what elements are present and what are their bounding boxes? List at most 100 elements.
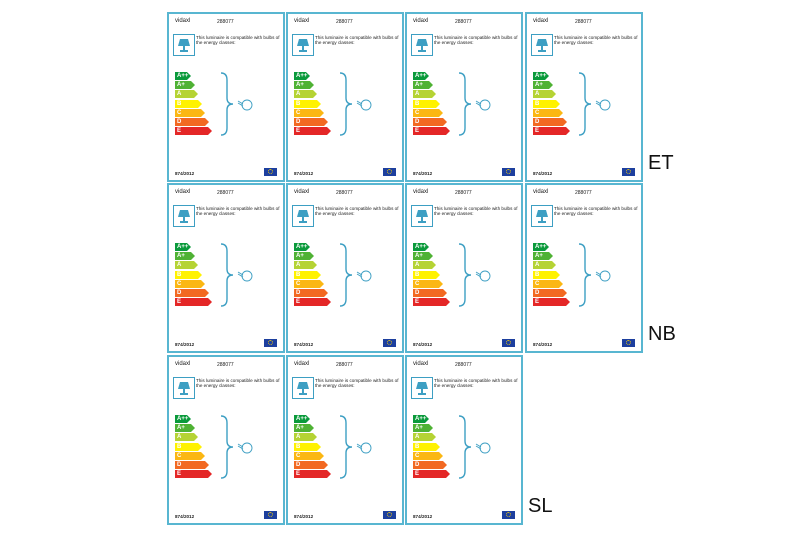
energy-class-label: A (177, 91, 182, 98)
energy-class-scale: A++ A+ A B C D E (413, 72, 483, 136)
energy-label-card: vidaxl 288077 This luminaire is compatib… (286, 355, 436, 525)
eu-flag-icon (502, 168, 515, 176)
bulb-icon (475, 270, 491, 282)
energy-class-label: A (177, 262, 182, 269)
energy-class-bar: D (413, 460, 483, 469)
energy-class-label: A (296, 91, 301, 98)
energy-class-bar: C (413, 451, 483, 460)
brace-icon (458, 415, 472, 479)
energy-class-label: E (177, 471, 182, 478)
energy-class-label: B (415, 271, 420, 278)
energy-class-bar: A+ (413, 81, 483, 90)
energy-class-label: B (415, 443, 420, 450)
brace-icon (220, 415, 234, 479)
energy-class-bar: E (294, 298, 364, 307)
energy-class-bar: D (294, 117, 364, 126)
bulb-icon (237, 99, 253, 111)
energy-class-label: A++ (296, 244, 308, 250)
compatibility-text: This luminaire is compatible with bulbs … (315, 206, 399, 217)
energy-class-label: C (177, 280, 182, 287)
energy-class-label: C (535, 280, 540, 287)
energy-class-bar: A (294, 90, 364, 99)
energy-label-card: vidaxl 288077 This luminaire is compatib… (286, 183, 432, 353)
bulb-icon (595, 270, 611, 282)
energy-label: vidaxl 288077 This luminaire is compatib… (286, 183, 404, 353)
brace-icon (339, 243, 353, 307)
energy-class-bar: D (175, 460, 245, 469)
energy-class-bar: A++ (175, 415, 245, 423)
energy-class-bar: A++ (533, 243, 603, 251)
bulb-icon (475, 99, 491, 111)
energy-class-label: A (296, 262, 301, 269)
energy-class-bar: B (413, 442, 483, 451)
energy-label: vidaxl 288077 This luminaire is compatib… (286, 355, 404, 525)
energy-class-bar: B (413, 99, 483, 108)
energy-label-card: vidaxl 288077 This luminaire is compatib… (286, 12, 438, 182)
energy-class-scale: A++ A+ A B C D E (175, 72, 245, 136)
table-lamp-icon (411, 205, 433, 227)
eu-flag-icon (383, 511, 396, 519)
energy-class-label: E (177, 128, 182, 135)
energy-class-bar: C (175, 108, 245, 117)
energy-class-bar: B (175, 442, 245, 451)
compatibility-text: This luminaire is compatible with bulbs … (196, 35, 280, 46)
energy-class-bar: B (533, 270, 603, 279)
energy-class-label: B (296, 100, 301, 107)
brand-name: vidaxl (175, 18, 191, 24)
energy-class-bar: E (294, 470, 364, 479)
energy-class-label: D (415, 118, 420, 125)
language-code: ET (648, 152, 674, 174)
model-number: 288077 (455, 362, 472, 368)
energy-class-bar: E (175, 127, 245, 136)
model-number: 288077 (336, 190, 353, 196)
energy-class-bar: C (413, 279, 483, 288)
energy-label: vidaxl 288077 This luminaire is compatib… (405, 183, 523, 353)
brand-name: vidaxl (175, 361, 191, 367)
energy-class-label: C (296, 452, 301, 459)
brand-name: vidaxl (294, 18, 310, 24)
brace-icon (578, 72, 592, 136)
energy-class-label: A+ (415, 82, 423, 89)
energy-class-bar: D (413, 288, 483, 297)
energy-class-label: C (177, 109, 182, 116)
bulb-icon (237, 442, 253, 454)
energy-class-label: D (177, 118, 182, 125)
energy-class-bar: A+ (533, 252, 603, 261)
energy-class-label: C (415, 452, 420, 459)
energy-class-bar: C (175, 451, 245, 460)
energy-class-bar: A++ (175, 72, 245, 80)
energy-class-bar: A+ (175, 252, 245, 261)
bulb-icon (475, 442, 491, 454)
energy-class-scale: A++ A+ A B C D E (533, 243, 603, 307)
energy-class-label: E (415, 299, 420, 306)
regulation-number: 874/2012 (413, 171, 433, 176)
energy-class-bar: A (533, 261, 603, 270)
brace-icon (339, 72, 353, 136)
energy-class-bar: A (533, 90, 603, 99)
energy-class-label: D (415, 289, 420, 296)
model-number: 288077 (575, 190, 592, 196)
brace-icon (339, 415, 353, 479)
model-number: 288077 (575, 19, 592, 25)
compatibility-text: This luminaire is compatible with bulbs … (315, 378, 399, 389)
regulation-number: 874/2012 (413, 342, 433, 347)
eu-flag-icon (502, 511, 515, 519)
regulation-number: 874/2012 (533, 171, 553, 176)
energy-class-label: E (415, 471, 420, 478)
energy-class-bar: E (413, 298, 483, 307)
energy-class-bar: E (175, 298, 245, 307)
energy-class-label: A+ (177, 253, 185, 260)
eu-flag-icon (622, 168, 635, 176)
energy-class-scale: A++ A+ A B C D E (294, 72, 364, 136)
energy-class-bar: B (175, 99, 245, 108)
brand-name: vidaxl (294, 189, 310, 195)
energy-label: vidaxl 288077 This luminaire is compatib… (525, 183, 643, 353)
energy-class-label: A++ (177, 73, 189, 79)
eu-flag-icon (264, 339, 277, 347)
energy-class-bar: A++ (533, 72, 603, 80)
energy-label: vidaxl 288077 This luminaire is compatib… (167, 12, 285, 182)
energy-label-card: vidaxl 288077 This luminaire is compatib… (167, 183, 319, 353)
energy-class-label: A (415, 434, 420, 441)
energy-class-bar: B (533, 99, 603, 108)
energy-class-label: A+ (296, 253, 304, 260)
